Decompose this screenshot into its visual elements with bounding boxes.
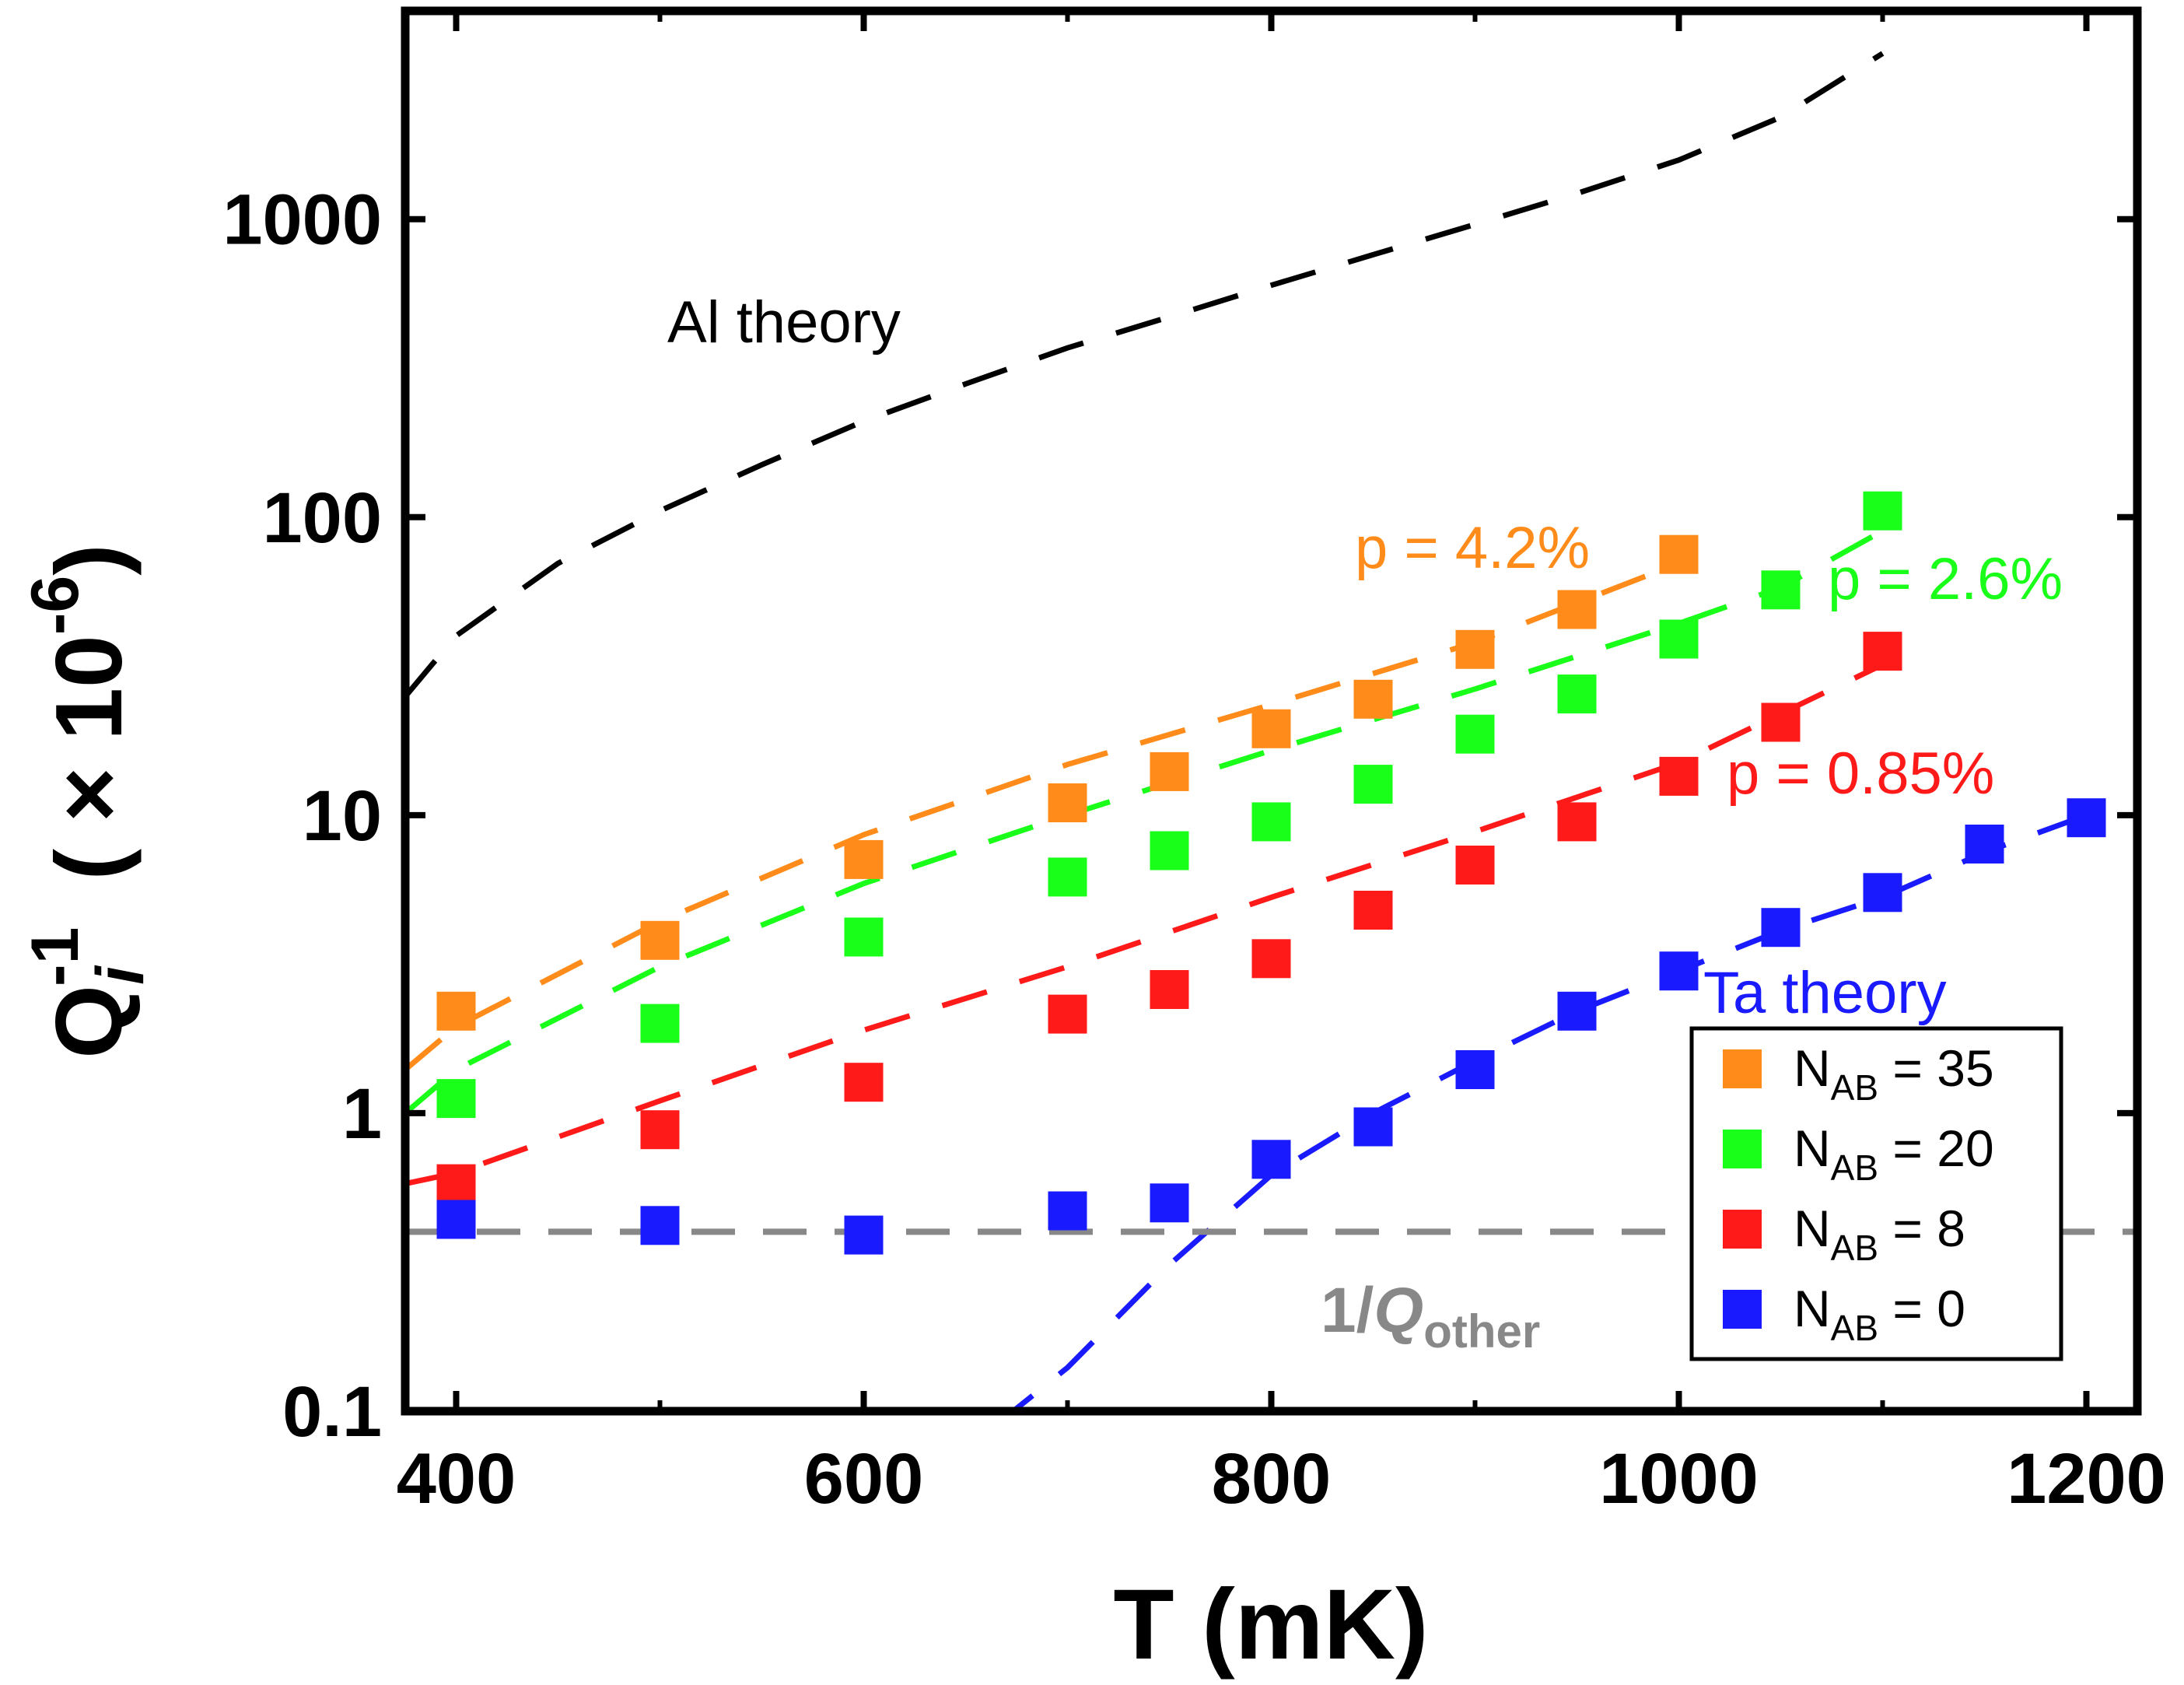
- q-other-sub: other: [1423, 1305, 1540, 1357]
- x-axis-title: T (mK): [1113, 1569, 1428, 1680]
- marker-series3-point12: [1965, 825, 2004, 864]
- marker-series0-point0: [436, 991, 476, 1031]
- y-axis-title-q: Q: [36, 985, 142, 1059]
- annotation-q-other: 1/Qother: [1321, 1275, 1540, 1357]
- ytick-label-4: 1000: [222, 180, 382, 260]
- marker-series3-point7: [1455, 1050, 1495, 1089]
- y-axis-title-unit-close: ): [36, 544, 142, 576]
- marker-series1-point2: [844, 917, 884, 957]
- legend-marker-1: [1723, 1130, 1762, 1168]
- x-tick-labels: 400 600 800 1000 1200: [397, 1439, 2166, 1519]
- marker-series1-point1: [640, 1004, 680, 1043]
- legend-label-0: NAB = 35: [1794, 1039, 1994, 1108]
- theory-curve-0: [405, 51, 1885, 699]
- marker-series1-point7: [1455, 714, 1495, 754]
- marker-series2-point1: [640, 1110, 680, 1150]
- legend: NAB = 35 NAB = 20 NAB = 8 NAB = 0: [1689, 1026, 2063, 1361]
- marker-series2-point8: [1557, 802, 1597, 842]
- legend-marker-3: [1723, 1290, 1762, 1329]
- annotation-p085: p = 0.85%: [1727, 741, 1994, 807]
- xtick-label-1: 600: [804, 1439, 924, 1519]
- marker-series0-point3: [1048, 783, 1087, 822]
- y-axis-title: Qi-1 ( × 10-6): [18, 544, 158, 1059]
- marker-series0-point4: [1150, 751, 1189, 791]
- y-tick-labels: 0.1 1 10 100 1000: [222, 180, 382, 1452]
- marker-series3-point2: [844, 1215, 884, 1255]
- marker-series1-point9: [1659, 619, 1699, 659]
- marker-series2-point3: [1048, 994, 1087, 1034]
- marker-series3-point4: [1150, 1183, 1189, 1223]
- ytick-label-2: 10: [303, 776, 382, 856]
- marker-series2-point4: [1150, 970, 1189, 1009]
- marker-series1-point5: [1251, 802, 1291, 842]
- q-other-prefix: 1/: [1321, 1275, 1374, 1346]
- marker-series1-point3: [1048, 857, 1087, 897]
- q-other-q: Q: [1374, 1275, 1423, 1346]
- y-axis-title-unit-exp: -6: [18, 576, 93, 635]
- marker-series1-point0: [436, 1079, 476, 1119]
- data-markers: [436, 491, 2106, 1255]
- marker-series1-point10: [1761, 570, 1801, 610]
- xtick-label-3: 1000: [1599, 1439, 1759, 1519]
- xtick-label-2: 800: [1212, 1439, 1332, 1519]
- marker-series3-point3: [1048, 1191, 1087, 1231]
- marker-series2-point9: [1659, 756, 1699, 796]
- marker-series2-point7: [1455, 846, 1495, 885]
- axis-ticks: [405, 11, 2137, 1414]
- marker-series2-point2: [844, 1063, 884, 1102]
- svg-text:Qi-1( × 10-6): Qi-1 ( × 10-6): [18, 544, 158, 1059]
- marker-series3-point8: [1557, 991, 1597, 1031]
- legend-marker-2: [1723, 1210, 1762, 1249]
- ytick-label-0: 0.1: [282, 1372, 382, 1452]
- annotation-p42: p = 4.2%: [1355, 515, 1590, 581]
- marker-series3-point10: [1761, 908, 1801, 948]
- marker-series2-point11: [1863, 632, 1902, 671]
- marker-series0-point5: [1251, 709, 1291, 748]
- xtick-label-0: 400: [397, 1439, 516, 1519]
- ytick-label-1: 1: [342, 1074, 382, 1154]
- marker-series2-point5: [1251, 939, 1291, 979]
- legend-label-1: NAB = 20: [1794, 1119, 1994, 1188]
- marker-series0-point7: [1455, 629, 1495, 669]
- theory-curve-1: [405, 560, 1680, 1072]
- marker-series0-point2: [844, 839, 884, 879]
- xtick-label-4: 1200: [2007, 1439, 2166, 1519]
- marker-series0-point6: [1353, 679, 1393, 719]
- marker-series3-point11: [1863, 873, 1902, 913]
- y-axis-title-sup: -1: [18, 927, 93, 986]
- marker-series3-point13: [2067, 798, 2106, 838]
- theory-curve-3: [405, 662, 1885, 1187]
- marker-series0-point9: [1659, 534, 1699, 574]
- legend-label-3: NAB = 0: [1794, 1280, 1965, 1348]
- marker-series1-point6: [1353, 765, 1393, 804]
- annotation-p26: p = 2.6%: [1828, 546, 2063, 612]
- legend-marker-0: [1723, 1049, 1762, 1088]
- y-axis-title-unit-open: ( × 10: [36, 635, 142, 880]
- marker-series0-point8: [1557, 590, 1597, 629]
- marker-series0-point1: [640, 920, 680, 960]
- marker-series2-point10: [1761, 702, 1801, 742]
- marker-series3-point1: [640, 1206, 680, 1245]
- marker-series2-point0: [436, 1164, 476, 1203]
- marker-series3-point0: [436, 1200, 476, 1239]
- ytick-label-3: 100: [263, 478, 383, 558]
- annotation-al-theory: Al theory: [667, 289, 901, 356]
- marker-series3-point9: [1659, 951, 1699, 991]
- annotation-ta-theory: Ta theory: [1703, 960, 1947, 1026]
- marker-series2-point6: [1353, 891, 1393, 930]
- marker-series1-point8: [1557, 674, 1597, 714]
- y-axis-title-sub: i: [83, 965, 158, 985]
- marker-series1-point11: [1863, 491, 1902, 531]
- legend-label-2: NAB = 8: [1794, 1200, 1965, 1268]
- marker-series3-point6: [1353, 1107, 1393, 1147]
- marker-series1-point4: [1150, 831, 1189, 871]
- marker-series3-point5: [1251, 1140, 1291, 1179]
- theory-curve-2: [405, 528, 1885, 1116]
